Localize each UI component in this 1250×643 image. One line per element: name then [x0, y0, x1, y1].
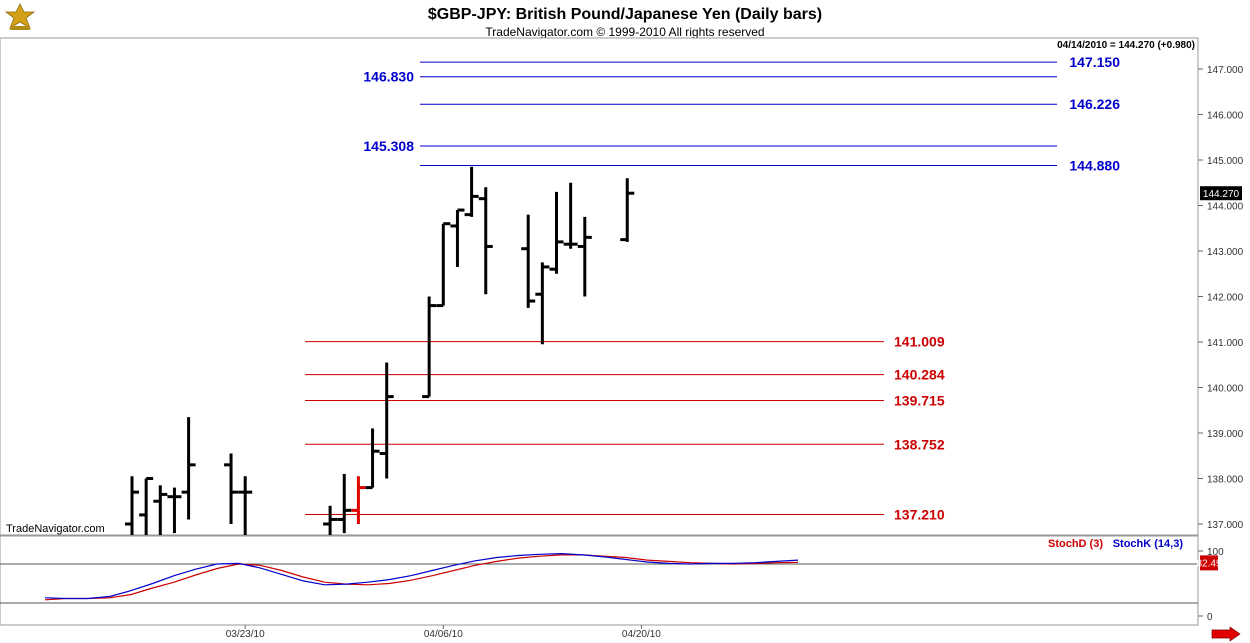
- chart-title: $GBP-JPY: British Pound/Japanese Yen (Da…: [428, 6, 822, 23]
- ohlc-bar: [139, 477, 154, 535]
- ohlc-bar: [549, 191, 564, 274]
- price-tick-label: 140.000: [1207, 384, 1244, 395]
- ohlc-bar: [153, 485, 168, 535]
- price-tick-label: 146.000: [1207, 111, 1244, 122]
- fib-upper-label: 147.150: [1069, 54, 1120, 70]
- ohlc-bar: [181, 417, 196, 520]
- ohlc-bar: [224, 453, 239, 524]
- fib-lower-lines: 141.009 140.284 139.715 138.752 137.210: [305, 334, 945, 522]
- fib-upper-label: 145.308: [363, 138, 414, 154]
- last-price-badge: 144.270: [1200, 186, 1242, 201]
- ohlc-bar: [323, 505, 338, 535]
- last-price-text: 144.270: [1203, 189, 1240, 200]
- ohlc-bar: [238, 476, 253, 535]
- ohlc-bar: [167, 487, 182, 534]
- price-tick-label: 145.000: [1207, 156, 1244, 167]
- ohlc-bar: [337, 473, 352, 534]
- ohlc-bar: [563, 182, 578, 249]
- price-tick-label: 147.000: [1207, 65, 1244, 76]
- last-stoch-badge: 82.49: [1196, 555, 1222, 571]
- stoch-tick-label: 100: [1207, 547, 1224, 558]
- price-tick-label: 142.000: [1207, 293, 1244, 304]
- ohlc-bar: [577, 216, 592, 297]
- stoch-d-legend: StochD (3): [1048, 538, 1103, 550]
- price-tick-label: 144.000: [1207, 202, 1244, 213]
- fib-upper-label: 146.830: [363, 69, 414, 85]
- ohlc-bar: [436, 222, 451, 308]
- ohlc-bar: [379, 362, 394, 479]
- price-tick-label: 143.000: [1207, 247, 1244, 258]
- stoch-tick-label: 0: [1207, 612, 1213, 623]
- fib-lower-label: 141.009: [894, 334, 945, 350]
- stoch-d-line: [44, 554, 799, 601]
- ohlc-bar: [620, 178, 635, 242]
- ohlc-bar: [365, 428, 380, 490]
- price-axis: 137.000 138.000 139.000 140.000 141.000 142.0…: [1198, 65, 1244, 531]
- ohlc-bar: [464, 166, 479, 217]
- date-tick-label: 04/06/10: [424, 629, 463, 640]
- ohlc-bar: [521, 214, 536, 308]
- price-tick-label: 139.000: [1207, 429, 1244, 440]
- date-tick-label: 03/23/10: [226, 629, 265, 640]
- ohlc-bar: [422, 296, 437, 399]
- ohlc-bar: [535, 262, 550, 345]
- indicator-panel: [0, 535, 1199, 626]
- ohlc-bar: [478, 187, 493, 295]
- stoch-k-legend: StochK (14,3): [1113, 538, 1184, 550]
- fib-upper-label: 144.880: [1069, 157, 1120, 173]
- navigator-logo-icon: [4, 3, 36, 30]
- stoch-k-line: [44, 552, 799, 600]
- stochastic-lines: [0, 552, 1198, 604]
- date-axis: 03/23/10 04/06/10 04/20/10: [226, 625, 661, 640]
- fib-lower-label: 137.210: [894, 506, 945, 522]
- fib-lower-label: 138.752: [894, 436, 945, 452]
- date-tick-label: 04/20/10: [622, 629, 661, 640]
- price-tick-label: 137.000: [1207, 520, 1244, 531]
- fib-lower-label: 140.284: [894, 367, 945, 383]
- last-stoch-text: 82.49: [1196, 558, 1221, 569]
- watermark-text: TradeNavigator.com: [6, 523, 105, 535]
- price-panel: [0, 37, 1199, 536]
- fib-lower-label: 139.715: [894, 392, 945, 408]
- last-info-label: 04/14/2010 = 144.270 (+0.980): [1057, 40, 1195, 51]
- fib-upper-label: 146.226: [1069, 96, 1120, 112]
- scroll-right-arrow-icon[interactable]: [1211, 626, 1241, 642]
- chart-subtitle: TradeNavigator.com © 1999-2010 All right…: [485, 25, 764, 39]
- fib-upper-lines: 147.150 146.830 146.226 145.308 144.880: [363, 54, 1120, 173]
- price-tick-label: 138.000: [1207, 475, 1244, 486]
- stoch-axis: 100 0: [1198, 547, 1224, 623]
- ohlc-bar: [450, 208, 465, 267]
- ohlc-bar: [125, 476, 139, 535]
- ohlc-bars: [125, 166, 635, 535]
- price-tick-label: 141.000: [1207, 338, 1244, 349]
- ohlc-bar: [351, 476, 366, 524]
